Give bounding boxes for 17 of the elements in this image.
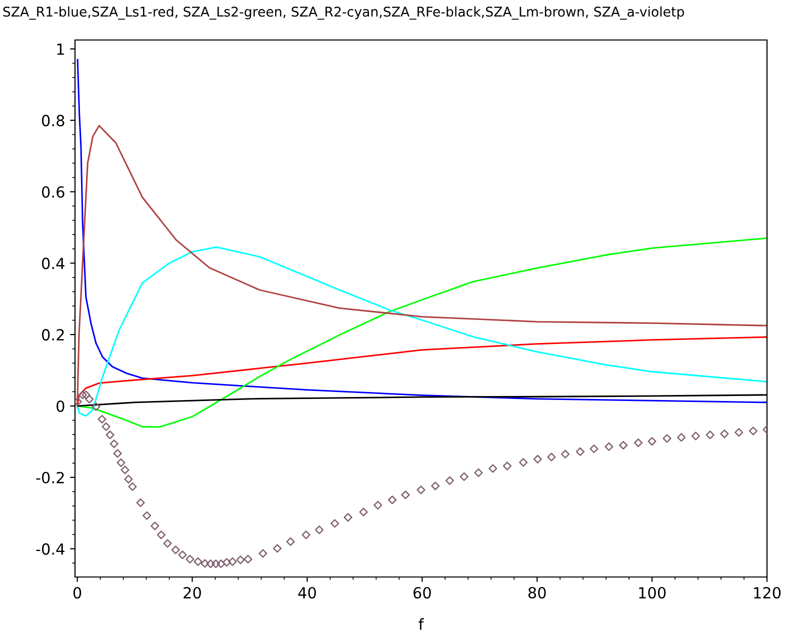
y-tick-label: 0 <box>56 400 64 412</box>
y-tick-label: -0.4 <box>36 543 64 555</box>
x-tick-label: 80 <box>528 586 546 599</box>
y-tick-label: 0.6 <box>42 186 64 198</box>
y-tick-label: 1 <box>57 44 64 55</box>
x-tick-label: 120 <box>754 586 781 599</box>
x-tick-label: 100 <box>639 586 666 599</box>
x-tick-label: 60 <box>413 586 431 599</box>
x-tick-label: 0 <box>73 586 82 599</box>
y-tick-label: 0.4 <box>42 258 64 270</box>
x-axis-title: f <box>418 618 424 630</box>
y-tick-label: 0.8 <box>42 114 64 126</box>
y-tick-label: 0.2 <box>42 329 64 341</box>
x-tick-label: 20 <box>184 586 201 599</box>
chart-title: SZA_R1-blue,SZA_Ls1-red, SZA_Ls2-green, SZA_R2-cyan,SZA_RFe-black,SZA_Lm-brown, SZA_a-violetp <box>3 6 684 20</box>
y-tick-label: -0.2 <box>36 472 64 484</box>
x-tick-label: 40 <box>298 586 316 599</box>
